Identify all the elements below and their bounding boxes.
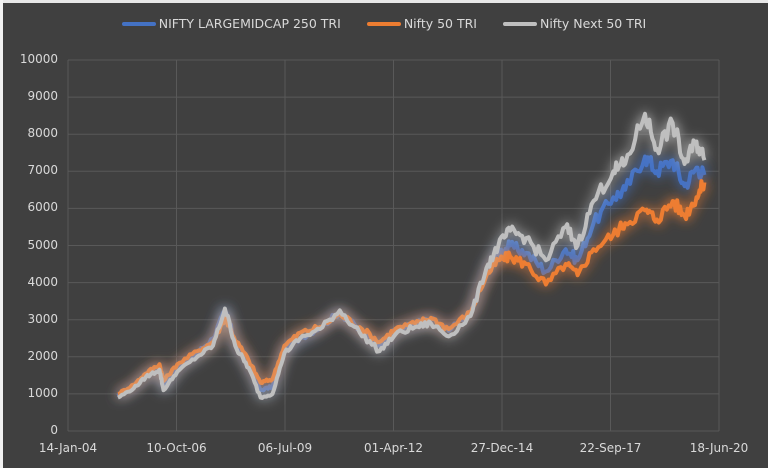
y-tick-label: 10000 [19,52,58,66]
x-tick-label: 27-Dec-14 [470,441,534,455]
y-tick-label: 5000 [27,237,58,252]
x-tick-label: 10-Oct-06 [146,441,207,455]
x-tick-label: 22-Sep-17 [579,441,642,455]
y-tick-label: 0 [50,423,58,437]
top-edge-strip [0,0,768,3]
y-tick-label: 7000 [27,163,58,178]
x-tick-label: 18-Jun-20 [689,441,749,455]
legend-label: Nifty 50 TRI [403,16,477,31]
y-tick-label: 4000 [27,274,58,289]
legend-swatch-orange [366,21,401,26]
y-tick-label: 6000 [27,200,58,215]
x-tick-label: 14-Jan-04 [38,441,98,455]
y-tick-label: 1000 [27,385,58,400]
y-tick-label: 2000 [27,348,58,363]
y-tick-label: 8000 [27,126,58,141]
left-edge-strip [0,0,3,468]
x-tick-label: 06-Jul-09 [257,441,313,455]
legend-item-nifty50: Nifty 50 TRI [366,16,477,31]
y-tick-label: 3000 [27,311,58,326]
x-tick-label: 01-Apr-12 [364,441,423,455]
series-line-nifty-next-50-tri [117,111,707,400]
legend-label: Nifty Next 50 TRI [539,16,647,31]
series-line-nifty-largemidcap-250-tri [116,154,707,398]
series-line-nifty-50-tri [117,179,707,396]
legend-swatch-grey [502,21,537,26]
y-tick-label: 9000 [27,89,58,104]
legend-item-niftynext50: Nifty Next 50 TRI [502,16,647,31]
chart-legend: NIFTY LARGEMIDCAP 250 TRI Nifty 50 TRI N… [0,16,768,31]
gridlines [67,59,720,432]
legend-item-largemidcap: NIFTY LARGEMIDCAP 250 TRI [121,16,341,31]
series-lines [116,111,707,400]
legend-swatch-blue [121,21,156,26]
legend-label: NIFTY LARGEMIDCAP 250 TRI [158,16,341,31]
